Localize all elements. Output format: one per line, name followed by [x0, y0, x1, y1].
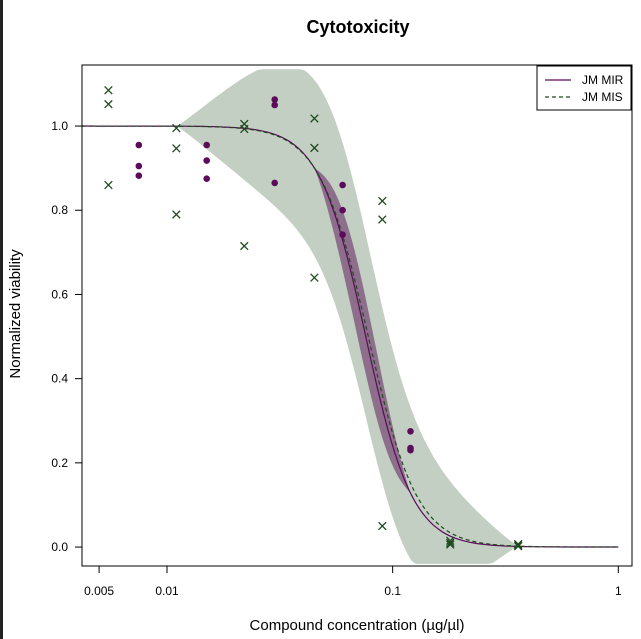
point-jm-mir: [271, 101, 279, 109]
x-tick-label: 0.01: [155, 584, 179, 598]
point-jm-mis: [104, 180, 113, 190]
point-jm-mis: [445, 536, 455, 545]
point-jm-mis: [172, 123, 181, 133]
fit-curves: [81, 125, 619, 548]
fit-curve-jm-mis: [81, 125, 619, 548]
x-axis-label: Compound concentration (µg/µl): [250, 617, 465, 634]
y-tick-label: 0.0: [51, 540, 68, 554]
point-jm-mis: [445, 540, 455, 549]
legend-box: [536, 65, 632, 111]
confidence-band-jm-mis: [176, 69, 519, 564]
confidence-bands: [176, 69, 519, 564]
x-axis: 0.005 0.01 0.1 1: [84, 566, 622, 598]
point-jm-mis: [172, 144, 181, 153]
point-jm-mis: [172, 210, 181, 219]
y-tick-label: 0.2: [51, 456, 68, 470]
point-jm-mir: [203, 141, 210, 149]
point-jm-mis: [310, 273, 319, 282]
point-jm-mir: [271, 96, 279, 103]
x-tick-label: 1: [615, 584, 622, 598]
point-jm-mis: [104, 86, 113, 95]
chart-title: Cytotoxicity: [306, 17, 409, 37]
point-jm-mir: [135, 172, 143, 179]
legend-label-jm-mir: JM MIR: [582, 73, 624, 87]
confidence-band-jm-mir: [314, 168, 411, 494]
x-tick-label: 0.1: [384, 584, 401, 598]
point-jm-mis: [378, 521, 387, 531]
point-jm-mis: [445, 538, 455, 548]
y-tick-label: 1.0: [51, 119, 68, 133]
window-edge: [0, 0, 3, 639]
point-jm-mir: [339, 231, 346, 238]
point-jm-mis: [378, 215, 387, 224]
legend: JM MIR JM MIS: [536, 65, 632, 111]
y-axis-label: Normalized viability: [7, 249, 24, 379]
y-tick-label: 0.4: [51, 372, 68, 386]
point-jm-mis: [240, 241, 249, 251]
data-points: [104, 86, 523, 551]
point-jm-mis: [104, 99, 113, 109]
point-jm-mir: [339, 181, 346, 189]
point-jm-mir: [407, 428, 414, 435]
y-axis: 0.0 0.2 0.4 0.6 0.8 1.0: [51, 119, 82, 554]
point-jm-mir: [271, 179, 279, 187]
point-jm-mir: [407, 446, 414, 454]
point-jm-mis: [513, 539, 523, 549]
point-jm-mis: [310, 114, 319, 123]
point-jm-mis: [240, 124, 249, 134]
point-jm-mir: [203, 175, 210, 182]
point-jm-mir: [135, 162, 143, 170]
point-jm-mir: [203, 157, 210, 164]
point-jm-mis: [513, 541, 523, 551]
point-jm-mis: [310, 143, 319, 153]
point-jm-mir: [135, 141, 143, 149]
plot-area: [81, 64, 633, 567]
point-jm-mir: [339, 206, 346, 214]
point-jm-mis: [378, 196, 387, 206]
y-tick-label: 0.6: [51, 287, 68, 301]
legend-label-jm-mis: JM MIS: [582, 90, 623, 104]
x-tick-label: 0.005: [84, 584, 114, 598]
y-tick-label: 0.8: [51, 203, 68, 217]
